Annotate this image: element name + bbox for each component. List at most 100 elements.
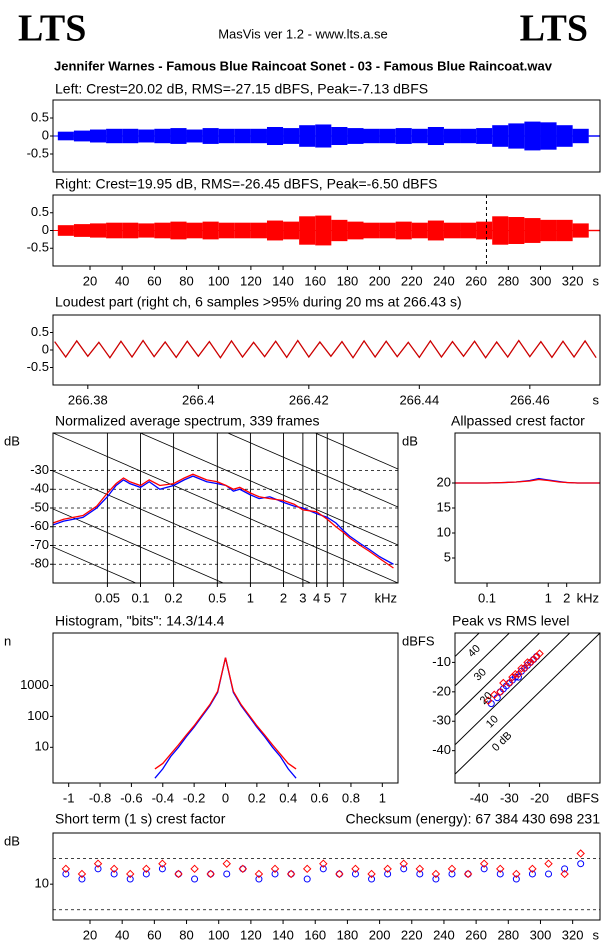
y-tick-label: 15 bbox=[437, 499, 451, 514]
scatter-point bbox=[270, 864, 280, 874]
x-tick-label: 80 bbox=[179, 273, 193, 288]
x-tick-label: 240 bbox=[433, 927, 455, 942]
x-tick-label: 0.05 bbox=[95, 590, 120, 605]
x-tick-label: 266.44 bbox=[399, 392, 439, 407]
panel-frame bbox=[52, 99, 601, 173]
x-tick-label: -0.4 bbox=[152, 790, 174, 805]
x-tick-label: 140 bbox=[272, 273, 294, 288]
panel-title: Peak vs RMS level bbox=[452, 613, 569, 629]
waveform-envelope bbox=[315, 215, 332, 246]
x-axis-unit: s bbox=[593, 392, 600, 407]
y-axis-unit: n bbox=[4, 633, 11, 648]
y-tick-label: -0.5 bbox=[27, 145, 49, 160]
waveform-envelope bbox=[492, 216, 509, 245]
x-tick-label: 120 bbox=[240, 927, 262, 942]
x-tick-label: 1 bbox=[247, 590, 254, 605]
slope-line bbox=[226, 433, 398, 508]
waveform-envelope bbox=[73, 130, 91, 142]
x-tick-label: 0.1 bbox=[478, 590, 496, 605]
y-tick-label: 10 bbox=[437, 524, 451, 539]
scatter-point bbox=[479, 859, 489, 868]
scatter-point bbox=[526, 658, 535, 667]
scatter-point bbox=[532, 652, 541, 661]
scatter-point bbox=[576, 849, 585, 858]
waveform-envelope bbox=[315, 124, 332, 148]
scatter-point bbox=[286, 869, 296, 879]
scatter-point bbox=[158, 865, 166, 873]
waveform-envelope bbox=[331, 127, 348, 145]
x-tick-label: 160 bbox=[304, 927, 326, 942]
waveform-envelope bbox=[106, 222, 123, 239]
waveform-envelope bbox=[572, 128, 589, 144]
panel-title: Allpassed crest factor bbox=[451, 413, 585, 429]
x-tick-label: 320 bbox=[562, 927, 584, 942]
x-tick-label: 7 bbox=[340, 590, 347, 605]
x-axis-unit: dBFS bbox=[566, 790, 599, 805]
scatter-point bbox=[319, 859, 328, 868]
scatter-point bbox=[94, 865, 102, 873]
panel-frame bbox=[454, 632, 601, 784]
y-tick-label: 10 bbox=[35, 876, 49, 891]
panel-title: Normalized average spectrum, 339 frames bbox=[55, 413, 320, 429]
x-tick-label: -40 bbox=[470, 790, 489, 805]
scatter-point bbox=[62, 870, 70, 878]
scatter-point bbox=[496, 687, 505, 697]
x-tick-label: 120 bbox=[240, 273, 262, 288]
waveform-envelope bbox=[299, 125, 316, 147]
x-tick-label: -0.6 bbox=[120, 790, 142, 805]
plot-area bbox=[53, 195, 600, 266]
waveform-envelope bbox=[234, 128, 251, 144]
waveform-envelope bbox=[556, 219, 573, 242]
x-tick-label: 266.42 bbox=[289, 392, 329, 407]
series-line bbox=[154, 657, 297, 770]
x-tick-label: 5 bbox=[324, 590, 331, 605]
scatter-point bbox=[517, 664, 526, 673]
y-tick-label: -0.5 bbox=[27, 240, 49, 255]
slope-line bbox=[314, 433, 398, 470]
x-tick-label: 280 bbox=[497, 273, 519, 288]
scatter-point bbox=[110, 870, 118, 878]
scatter-point bbox=[545, 870, 553, 878]
y-tick-label: 20 bbox=[437, 474, 451, 489]
scatter-point bbox=[191, 875, 199, 883]
x-tick-label: 320 bbox=[562, 273, 584, 288]
waveform-envelope bbox=[379, 128, 396, 144]
x-tick-label: 3 bbox=[299, 590, 306, 605]
file-name: Jennifer Warnes - Famous Blue Raincoat S… bbox=[54, 58, 553, 73]
panel-title: Short term (1 s) crest factor bbox=[55, 811, 226, 827]
scatter-point bbox=[351, 870, 359, 878]
waveform-envelope bbox=[122, 222, 139, 239]
x-tick-label: 0.2 bbox=[248, 790, 266, 805]
slope-line bbox=[53, 546, 137, 583]
x-tick-label: 140 bbox=[272, 927, 294, 942]
scatter-point bbox=[351, 864, 360, 874]
waveform-envelope bbox=[57, 225, 74, 236]
x-tick-label: 280 bbox=[497, 927, 519, 942]
waveform-envelope bbox=[476, 128, 493, 144]
waveform-envelope bbox=[299, 216, 316, 245]
waveform-envelope bbox=[556, 125, 573, 147]
waveform-envelope bbox=[508, 217, 525, 244]
scatter-point bbox=[368, 875, 376, 883]
waveform-envelope bbox=[524, 121, 541, 151]
scatter-point bbox=[238, 864, 248, 874]
x-tick-label: 0.1 bbox=[131, 590, 149, 605]
waveform-envelope bbox=[170, 221, 187, 240]
x-tick-label: 40 bbox=[115, 927, 129, 942]
x-tick-label: 60 bbox=[147, 927, 161, 942]
y-tick-label: -70 bbox=[30, 537, 49, 552]
scatter-point bbox=[432, 875, 440, 883]
waveform-envelope bbox=[347, 221, 364, 240]
y-axis-unit: dBFS bbox=[402, 633, 435, 648]
y-axis-unit: dB bbox=[4, 433, 20, 448]
scatter-point bbox=[206, 869, 215, 879]
series-line bbox=[53, 475, 394, 565]
waveform-envelope bbox=[170, 128, 187, 144]
panel-frame bbox=[52, 194, 601, 267]
x-tick-label: 200 bbox=[369, 273, 391, 288]
y-tick-label: 5 bbox=[444, 549, 451, 564]
waveform-envelope bbox=[540, 219, 557, 242]
waveform-envelope bbox=[250, 222, 267, 239]
plot-area bbox=[53, 849, 600, 911]
